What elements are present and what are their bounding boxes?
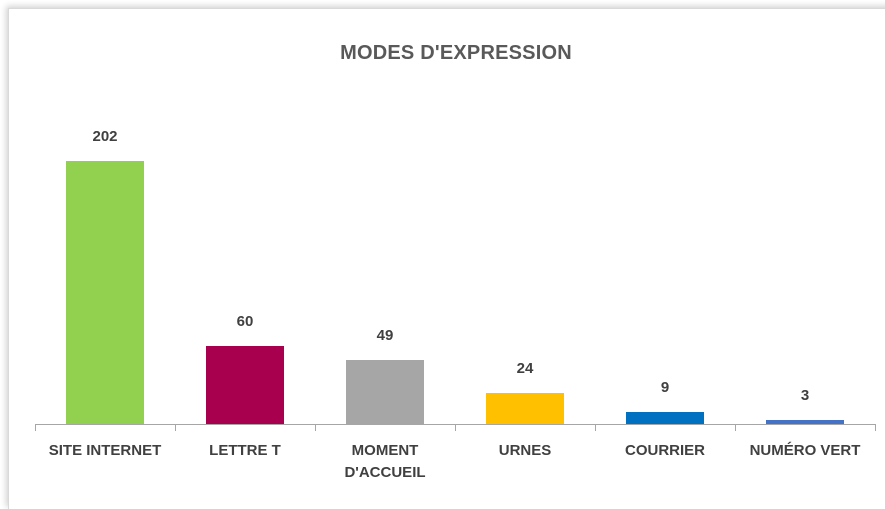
x-tick: [175, 424, 176, 431]
bar: [486, 392, 564, 424]
data-label: 49: [376, 327, 394, 345]
x-tick-label: SITE INTERNET: [48, 442, 162, 459]
bar: [766, 420, 844, 424]
bar: [346, 360, 424, 424]
data-label: 9: [660, 379, 670, 397]
bar: [626, 412, 704, 424]
x-tick: [875, 424, 876, 431]
x-tick-label: LETTRE T: [209, 442, 281, 459]
x-tick-label: URNES: [498, 442, 552, 459]
data-label: 3: [800, 387, 810, 405]
bar: [66, 161, 144, 424]
chart-title: MODES D'EXPRESSION: [340, 42, 572, 64]
x-tick: [595, 424, 596, 431]
x-tick-label: COURRIER: [624, 442, 705, 459]
data-label: 202: [92, 128, 118, 145]
x-tick-label: NUMÉRO VERT: [749, 442, 861, 459]
x-tick: [735, 424, 736, 431]
x-tick: [315, 424, 316, 431]
x-tick: [35, 424, 36, 431]
x-tick: [455, 424, 456, 431]
data-label: 24: [516, 359, 534, 377]
chart-frame: [8, 8, 885, 509]
data-label: 60: [236, 312, 254, 330]
x-tick-label: MOMENT D'ACCUEIL: [344, 442, 426, 481]
bar: [206, 345, 284, 424]
